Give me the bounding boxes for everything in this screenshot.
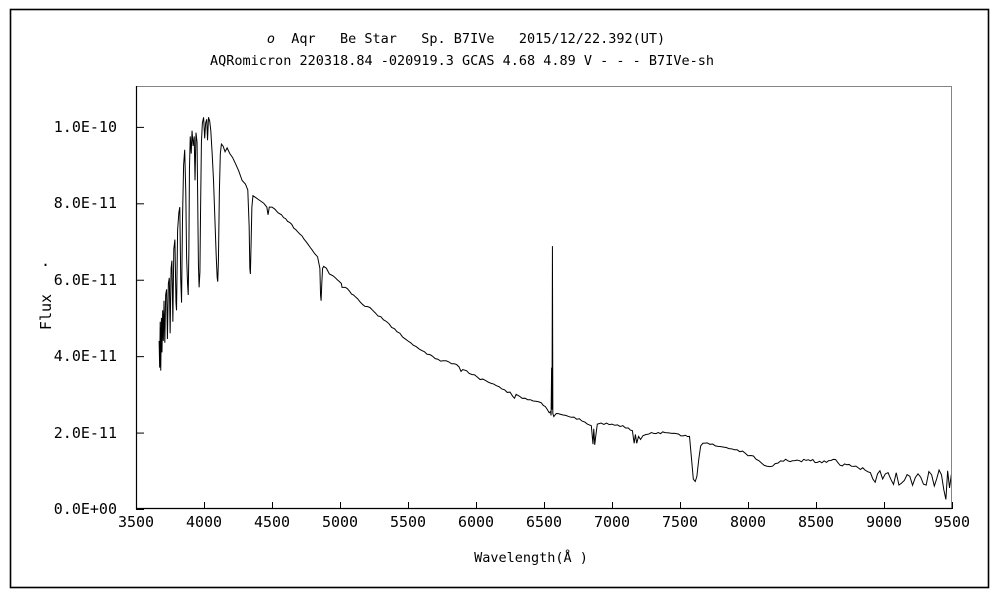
figure-outer-border bbox=[9, 8, 990, 589]
spectrum-curve bbox=[158, 117, 952, 500]
y-tick-label: 0.0E+00 bbox=[53, 500, 117, 518]
y-tick-label: 4.0E-11 bbox=[53, 347, 117, 366]
y-axis-label-dot: . bbox=[41, 252, 51, 270]
y-tick-label: 1.0E-10 bbox=[53, 117, 117, 136]
x-tick-label: 6000 bbox=[457, 513, 495, 531]
x-tick-label: 7500 bbox=[661, 513, 699, 531]
title-star-letter-omicron: o bbox=[266, 31, 275, 47]
x-tick-label: 7000 bbox=[593, 513, 631, 531]
chart-subtitle: AQRomicron 220318.84 -020919.3 GCAS 4.68… bbox=[210, 53, 714, 69]
plot-frame-left-bottom bbox=[135, 86, 952, 510]
x-tick-label: 6500 bbox=[525, 513, 563, 531]
y-axis-label: Flux bbox=[37, 293, 55, 331]
y-tick-label: 8.0E-11 bbox=[53, 194, 117, 213]
x-axis-label: Wavelength(Å ) bbox=[474, 550, 588, 566]
x-tick-label: 5500 bbox=[389, 513, 427, 531]
x-tick-label: 4500 bbox=[253, 513, 291, 531]
x-tick-label: 9500 bbox=[933, 513, 971, 531]
x-tick-label: 8500 bbox=[797, 513, 835, 531]
y-tick-label: 6.0E-11 bbox=[53, 270, 117, 289]
x-tick-label: 4000 bbox=[185, 513, 223, 531]
x-tick-label: 9000 bbox=[865, 513, 903, 531]
x-tick-label: 5000 bbox=[321, 513, 359, 531]
x-tick-label: 3500 bbox=[117, 513, 155, 531]
y-tick-label: 2.0E-11 bbox=[53, 423, 117, 442]
plot-frame-top-right bbox=[136, 86, 952, 509]
title-line1-text: Aqr Be Star Sp. B7IVe 2015/12/22.392(UT) bbox=[275, 31, 666, 47]
x-tick-label: 8000 bbox=[729, 513, 767, 531]
chart-title: o Aqr Be Star Sp. B7IVe 2015/12/22.392(U… bbox=[267, 31, 665, 47]
